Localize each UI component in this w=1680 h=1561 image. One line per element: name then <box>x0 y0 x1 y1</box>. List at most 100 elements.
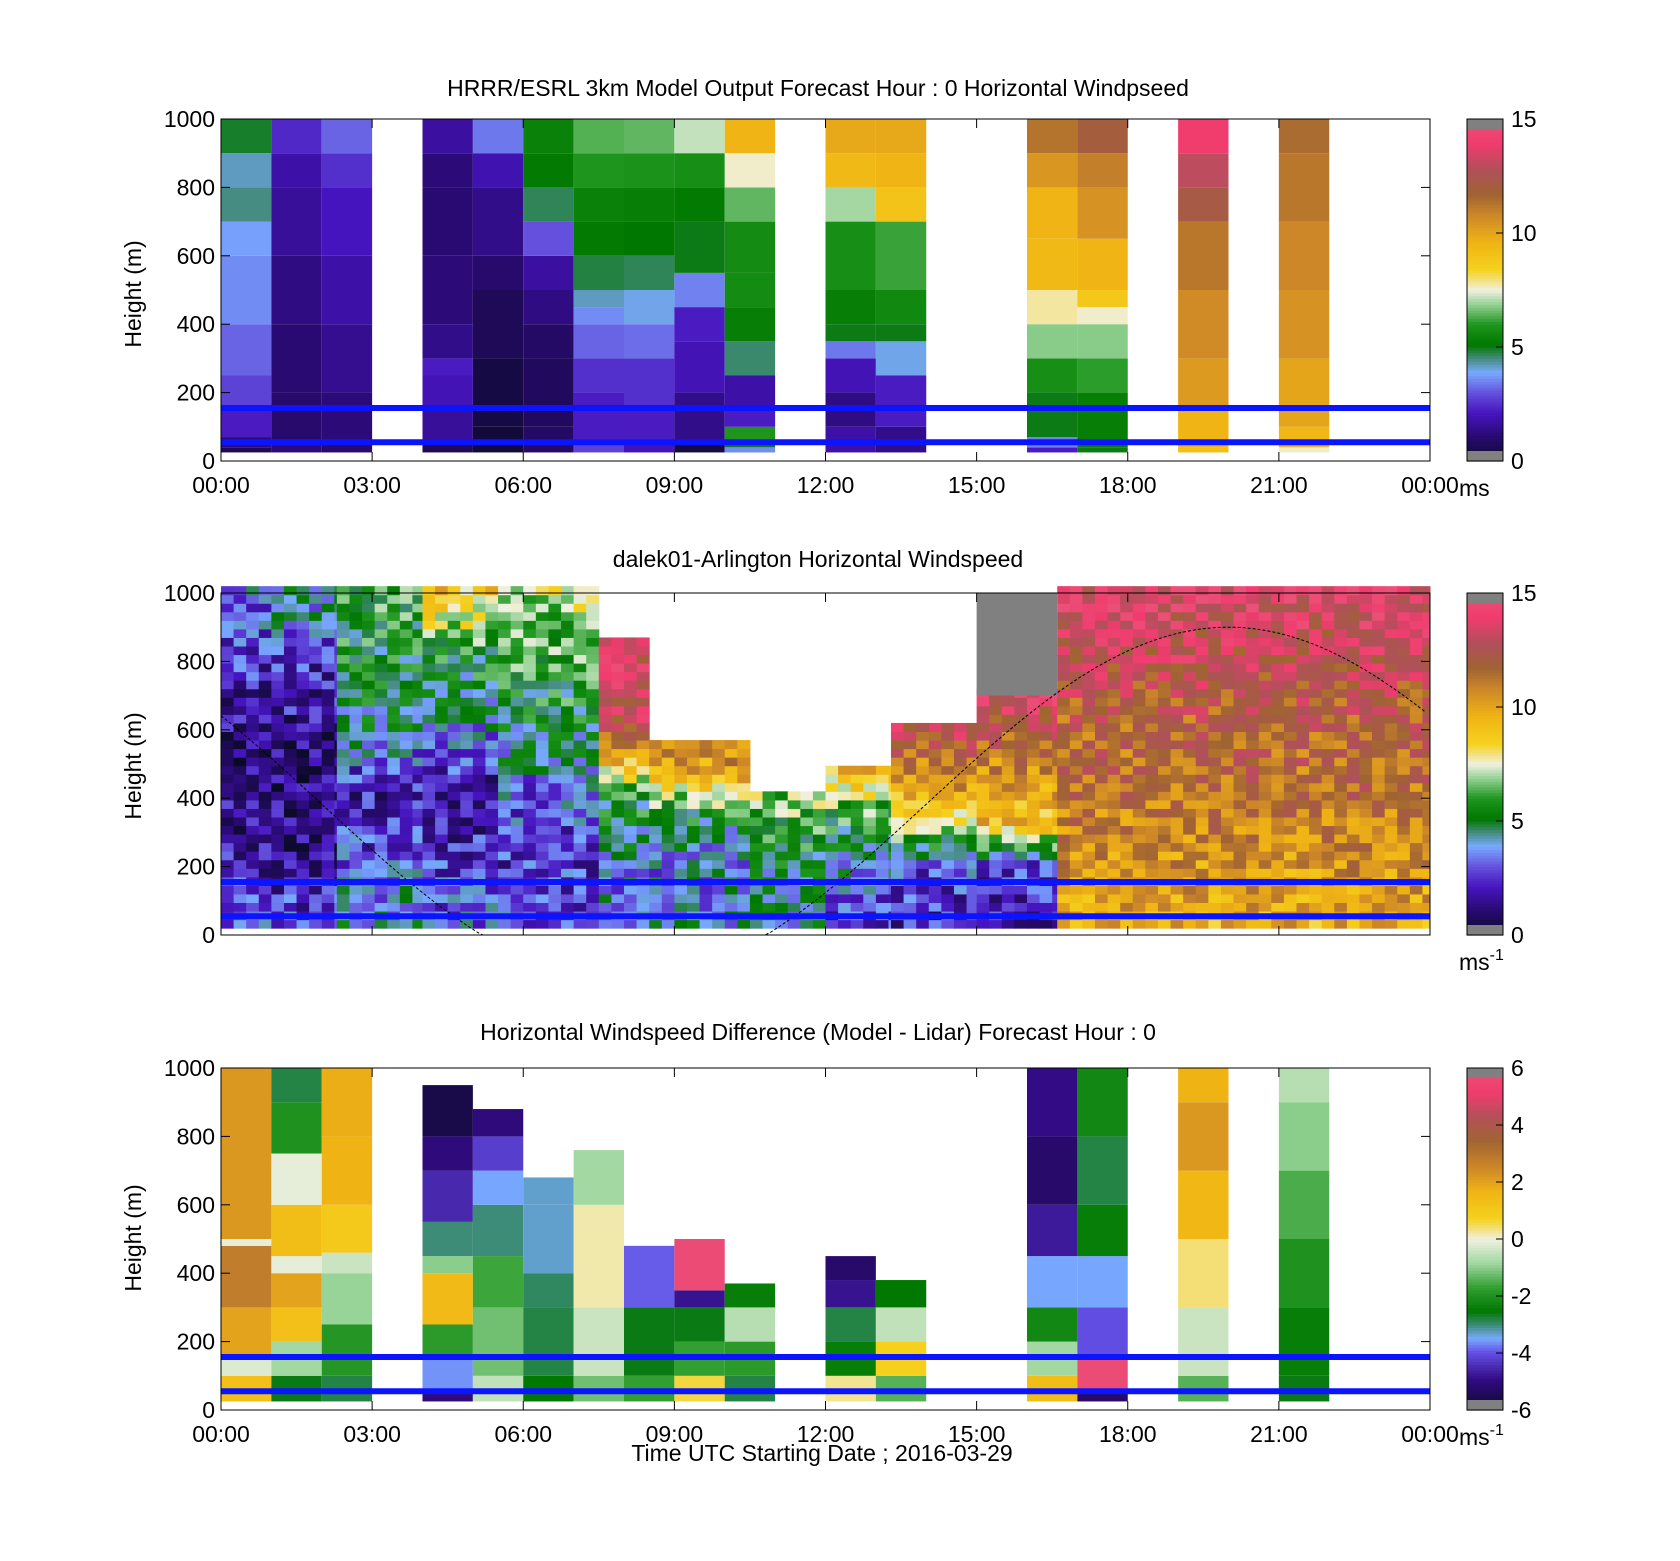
heatmap-cell <box>374 697 388 707</box>
heatmap-cell <box>724 375 776 410</box>
colorbar-segment <box>1467 432 1503 436</box>
heatmap-cell <box>296 740 310 750</box>
x-tick-label: 06:00 <box>494 1421 552 1447</box>
heatmap-cell <box>1346 594 1360 604</box>
heatmap-cell <box>1082 919 1096 929</box>
heatmap-cell <box>460 799 474 809</box>
colorbar-segment <box>1467 1216 1503 1220</box>
colorbar-segment <box>1467 912 1503 916</box>
heatmap-cell <box>498 722 512 733</box>
heatmap-cell <box>825 799 839 809</box>
heatmap-cell <box>1321 586 1335 596</box>
heatmap-cell <box>510 740 524 750</box>
heatmap-cell <box>762 842 776 852</box>
heatmap-cell <box>472 817 486 827</box>
heatmap-cell <box>953 731 968 741</box>
colorbar-segment <box>1467 778 1503 782</box>
colorbar-segment <box>1467 1370 1503 1374</box>
heatmap-cell <box>435 663 449 673</box>
colorbar-segment <box>1467 721 1503 725</box>
heatmap-cell <box>953 765 968 775</box>
y-tick-label: 0 <box>202 448 215 474</box>
heatmap-cell <box>561 697 575 707</box>
heatmap-cell <box>1157 731 1172 741</box>
heatmap-cell <box>724 740 738 750</box>
heatmap-cell <box>1145 603 1159 613</box>
heatmap-cell <box>561 594 575 604</box>
heatmap-cell <box>387 740 401 750</box>
heatmap-cell <box>309 791 323 801</box>
heatmap-cell <box>1296 603 1310 613</box>
heatmap-cell <box>1271 586 1285 596</box>
heatmap-cell <box>233 919 247 929</box>
heatmap-cell <box>1095 637 1109 647</box>
heatmap-cell <box>573 611 587 621</box>
heatmap-cell <box>941 885 955 895</box>
heatmap-cell <box>1195 791 1209 801</box>
heatmap-cell <box>875 187 927 222</box>
heatmap-cell <box>1309 620 1323 630</box>
heatmap-cell <box>1082 646 1096 656</box>
heatmap-cell <box>1258 765 1272 775</box>
heatmap-cell <box>258 714 272 724</box>
heatmap-cell <box>1095 868 1109 878</box>
heatmap-cell <box>1321 799 1335 809</box>
heatmap-cell <box>548 646 562 656</box>
heatmap-cell <box>1107 825 1121 835</box>
heatmap-cell <box>321 748 335 758</box>
heatmap-cell <box>1157 842 1172 852</box>
heatmap-cell <box>1271 782 1285 792</box>
heatmap-cell <box>1057 671 1071 681</box>
colorbar-segment <box>1467 264 1503 268</box>
heatmap-cell <box>888 817 892 827</box>
heatmap-cell <box>1195 757 1209 767</box>
heatmap-cell <box>916 782 930 792</box>
heatmap-cell <box>523 851 537 861</box>
heatmap-cell <box>1132 722 1146 733</box>
heatmap-cell <box>976 799 990 809</box>
heatmap-cell <box>374 919 388 929</box>
heatmap-cell <box>1397 697 1411 707</box>
heatmap-cell <box>1233 851 1247 861</box>
heatmap-cell <box>1027 834 1041 844</box>
heatmap-cell <box>850 791 864 801</box>
heatmap-cell <box>1027 893 1041 904</box>
heatmap-cell <box>435 654 449 664</box>
heatmap-cell <box>1157 748 1172 758</box>
heatmap-cell <box>787 885 801 895</box>
heatmap-cell <box>1069 808 1083 818</box>
heatmap-cell <box>966 791 978 801</box>
heatmap-cell <box>1027 358 1078 393</box>
heatmap-cell <box>1077 290 1128 308</box>
heatmap-cell <box>321 187 373 256</box>
heatmap-cell <box>1384 902 1398 912</box>
heatmap-cell <box>349 705 363 715</box>
heatmap-cell <box>573 663 587 673</box>
heatmap-cell <box>1283 731 1298 741</box>
heatmap-cell <box>1246 834 1260 844</box>
heatmap-cell <box>246 671 260 681</box>
heatmap-cell <box>535 757 549 767</box>
heatmap-cell <box>271 697 285 707</box>
colorbar-segment <box>1467 1159 1503 1163</box>
heatmap-cell <box>737 893 751 904</box>
heatmap-cell <box>649 859 663 869</box>
heatmap-cell <box>1170 825 1184 835</box>
heatmap-cell <box>271 902 285 912</box>
heatmap-cell <box>1107 791 1121 801</box>
heatmap-cell <box>1283 722 1298 733</box>
heatmap-cell <box>649 782 663 792</box>
heatmap-cell <box>561 611 575 621</box>
heatmap-cell <box>1077 324 1128 359</box>
heatmap-cell <box>850 765 864 775</box>
heatmap-cell <box>762 859 776 869</box>
heatmap-cell <box>374 808 388 818</box>
heatmap-cell <box>1170 740 1184 750</box>
heatmap-cell <box>435 620 449 630</box>
heatmap-cell <box>510 671 524 681</box>
heatmap-cell <box>686 817 701 827</box>
heatmap-cell <box>374 774 388 784</box>
heatmap-cell <box>1296 893 1310 904</box>
heatmap-cell <box>258 868 272 878</box>
heatmap-cell <box>334 697 338 707</box>
